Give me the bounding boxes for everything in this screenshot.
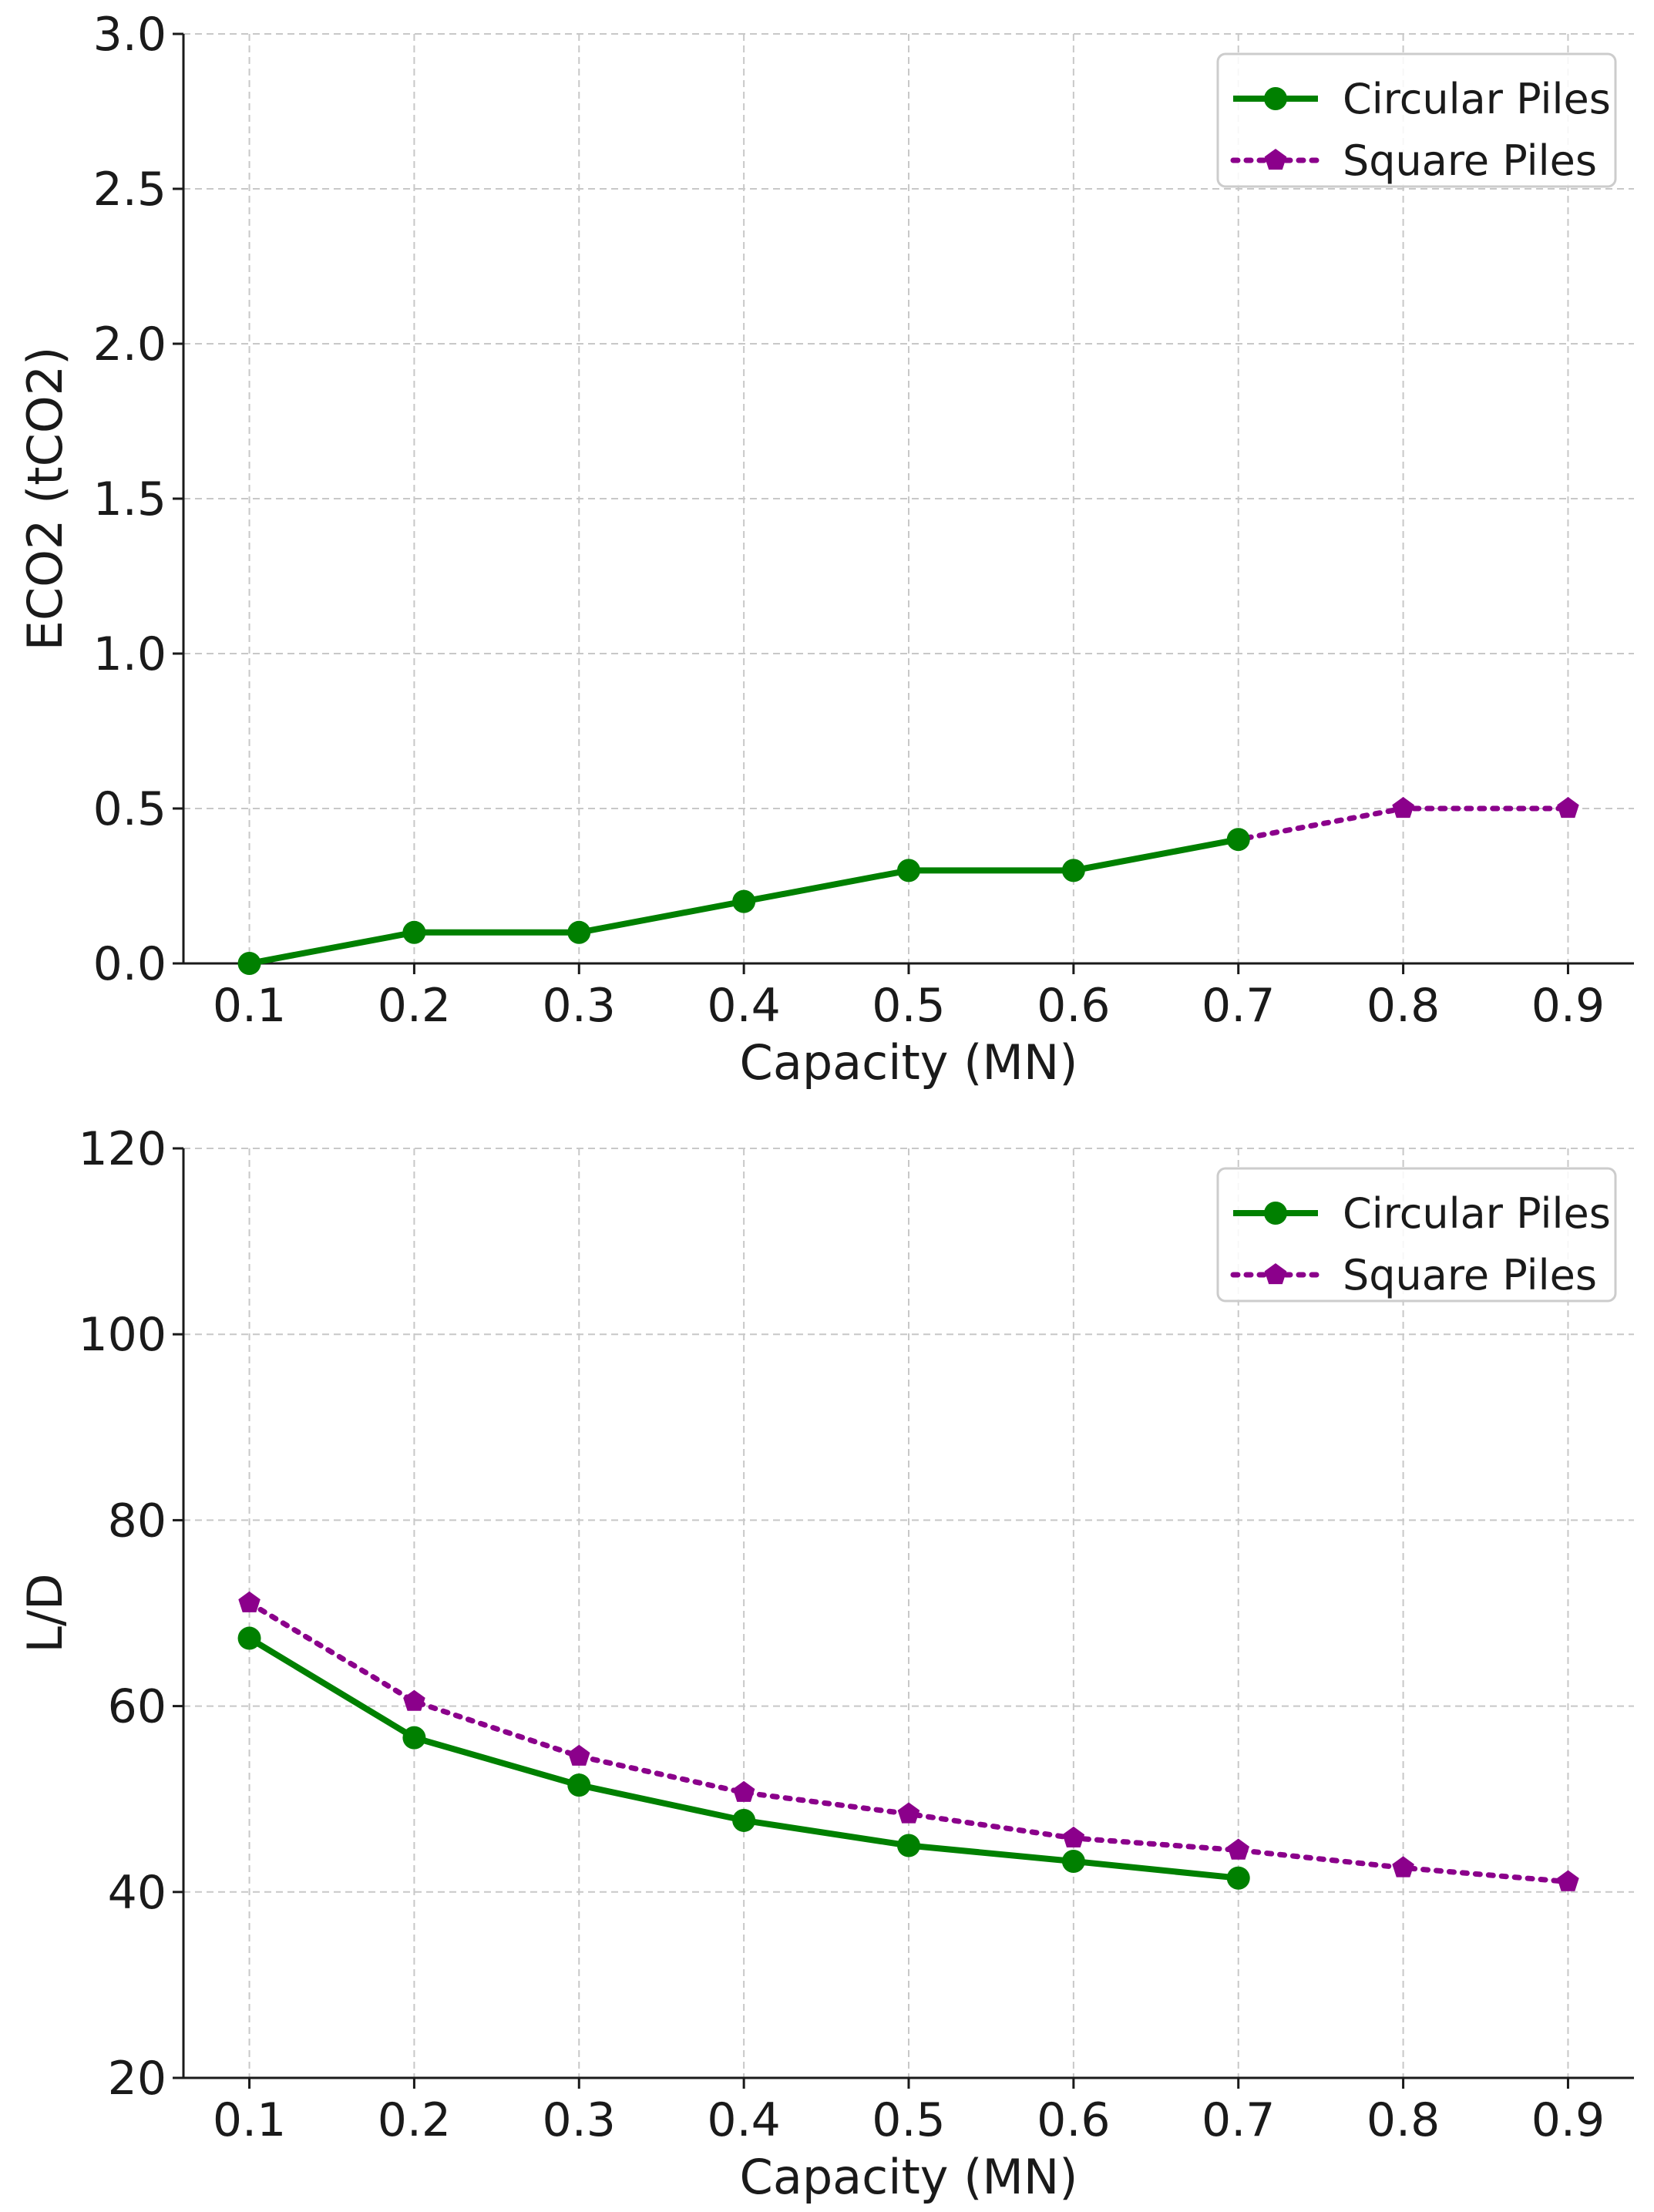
y-axis-label: ECO2 (tCO2) xyxy=(17,347,73,651)
ld-ratio-chart: 0.1 0.2 0.3 0.4 0.5 0.6 0.7 0.8 0.9 20 40 60 80 100 12… xyxy=(17,1122,1634,2205)
data-point xyxy=(237,952,261,975)
y-tick-label: 0.0 xyxy=(93,937,166,991)
x-tick-label: 0.7 xyxy=(1202,979,1275,1033)
series-circular-piles xyxy=(237,828,1250,975)
data-point xyxy=(732,1808,756,1832)
x-tick-label: 0.2 xyxy=(378,979,451,1033)
data-point xyxy=(567,920,591,944)
legend-marker xyxy=(1264,149,1287,170)
x-tick-label: 0.7 xyxy=(1202,2093,1275,2147)
legend-label: Circular Piles xyxy=(1343,75,1611,123)
x-tick-label: 0.6 xyxy=(1037,979,1110,1033)
y-tick-label: 40 xyxy=(108,1866,166,1920)
y-tick-label: 2.5 xyxy=(93,163,166,217)
data-point xyxy=(1062,1826,1085,1847)
x-tick-label: 0.8 xyxy=(1367,979,1440,1033)
legend: Circular Piles Square Piles xyxy=(1216,52,1617,188)
x-tick-label: 0.5 xyxy=(872,2093,945,2147)
x-tick-label: 0.4 xyxy=(707,979,780,1033)
data-point xyxy=(1061,1850,1085,1874)
data-point xyxy=(402,920,426,944)
data-point xyxy=(1557,797,1579,819)
data-point xyxy=(568,1744,590,1766)
x-tick-label: 0.3 xyxy=(543,979,616,1033)
data-point xyxy=(1226,828,1250,852)
eco2-chart: 0.1 0.2 0.3 0.4 0.5 0.6 0.7 0.8 0.9 0.0 0.5 1.0 1.5 2… xyxy=(17,8,1634,1091)
legend-label: Circular Piles xyxy=(1343,1189,1611,1238)
data-point xyxy=(238,1591,261,1612)
data-point xyxy=(1227,1838,1249,1860)
data-point xyxy=(1557,1870,1579,1891)
legend-marker xyxy=(1264,1263,1287,1285)
y-tick-label: 1.5 xyxy=(93,472,166,526)
data-point xyxy=(732,1780,755,1802)
legend-marker xyxy=(1264,1202,1287,1225)
data-point xyxy=(567,1773,591,1797)
legend-label: Square Piles xyxy=(1343,136,1597,185)
data-point xyxy=(1226,1866,1250,1890)
x-tick-label: 0.1 xyxy=(213,2093,286,2147)
data-point xyxy=(1392,1856,1414,1878)
legend-label: Square Piles xyxy=(1343,1251,1597,1299)
x-tick-label: 0.4 xyxy=(707,2093,780,2147)
x-tick-label: 0.3 xyxy=(543,2093,616,2147)
y-tick-label: 100 xyxy=(78,1308,166,1362)
y-tick-label: 2.0 xyxy=(93,318,166,371)
x-tick-label: 0.5 xyxy=(872,979,945,1033)
y-tick-label: 80 xyxy=(108,1494,166,1548)
data-point xyxy=(1061,859,1085,882)
y-tick-label: 60 xyxy=(108,1680,166,1734)
y-axis-label: L/D xyxy=(17,1573,73,1652)
y-tick-label: 1.0 xyxy=(93,627,166,681)
data-point xyxy=(237,1626,261,1650)
data-point xyxy=(897,859,920,882)
series-square-piles xyxy=(238,1591,1579,1891)
y-tick-label: 120 xyxy=(78,1122,166,1176)
legend-marker xyxy=(1264,87,1287,110)
x-axis-label: Capacity (MN) xyxy=(740,2149,1078,2205)
series-circular-piles xyxy=(237,1626,1250,1890)
x-tick-label: 0.1 xyxy=(213,979,286,1033)
x-tick-label: 0.8 xyxy=(1367,2093,1440,2147)
data-point xyxy=(402,1726,426,1750)
data-point xyxy=(732,889,756,913)
x-tick-label: 0.9 xyxy=(1531,2093,1605,2147)
legend-box xyxy=(1216,52,1617,188)
legend: Circular Piles Square Piles xyxy=(1216,1167,1617,1303)
x-tick-label: 0.9 xyxy=(1531,979,1605,1033)
x-axis-label: Capacity (MN) xyxy=(740,1034,1078,1091)
y-tick-label: 20 xyxy=(108,2052,166,2106)
legend-box xyxy=(1216,1167,1617,1303)
y-tick-label: 3.0 xyxy=(93,8,166,62)
data-point xyxy=(897,1802,920,1824)
x-tick-label: 0.2 xyxy=(378,2093,451,2147)
data-point xyxy=(897,1834,920,1857)
y-tick-label: 0.5 xyxy=(93,782,166,836)
data-point xyxy=(1392,797,1414,819)
data-point xyxy=(403,1689,425,1711)
x-tick-label: 0.6 xyxy=(1037,2093,1110,2147)
